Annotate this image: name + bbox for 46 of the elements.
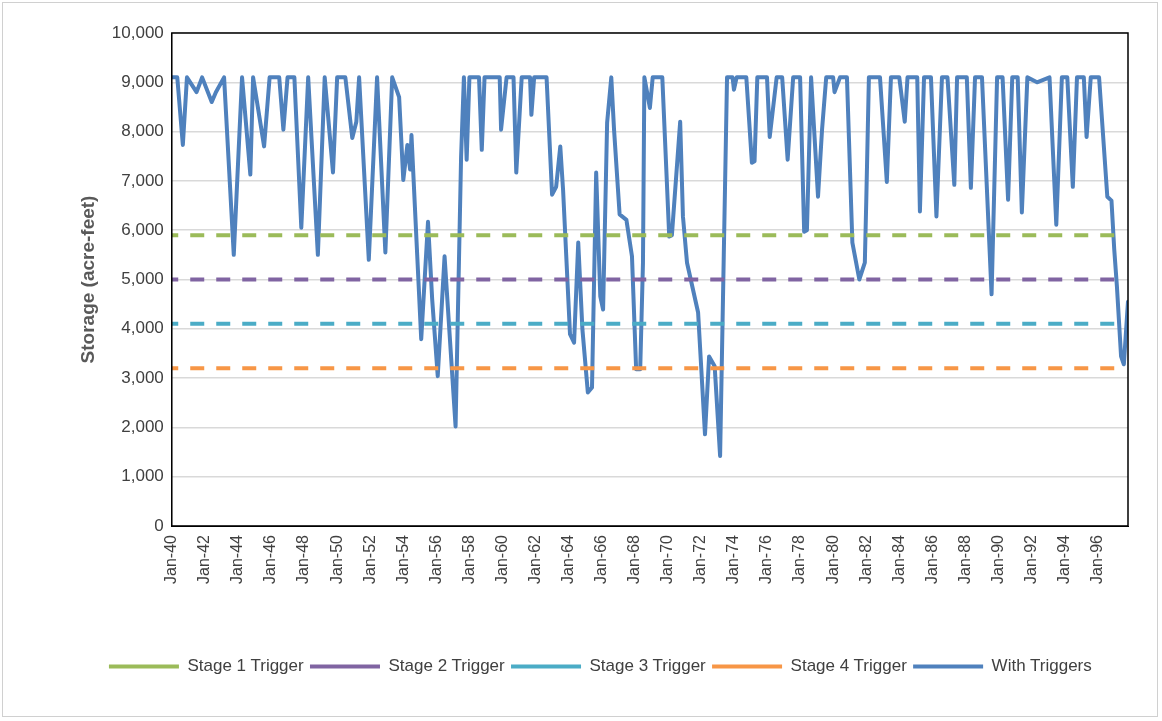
x-tick-label: Jan-40 — [162, 534, 180, 584]
x-tick-label: Jan-50 — [327, 534, 345, 584]
x-tick-label: Jan-42 — [195, 534, 213, 584]
x-tick-label: Jan-86 — [922, 534, 940, 584]
y-tick-label: 9,000 — [121, 71, 164, 91]
y-tick-label: 7,000 — [121, 170, 164, 190]
x-tick-label: Jan-78 — [790, 534, 808, 584]
y-tick-label: 6,000 — [121, 219, 164, 239]
x-tick-label: Jan-74 — [724, 534, 742, 584]
y-tick-label: 4,000 — [121, 318, 164, 338]
y-tick-label: 0 — [154, 515, 164, 535]
legend-label: Stage 1 Trigger — [187, 656, 305, 676]
x-tick-label: Jan-52 — [360, 534, 378, 584]
x-tick-label: Jan-46 — [261, 534, 279, 584]
x-tick-label: Jan-92 — [1021, 534, 1039, 584]
x-tick-label: Jan-58 — [459, 534, 477, 584]
x-tick-label: Jan-96 — [1088, 534, 1106, 584]
x-tick-label: Jan-90 — [988, 534, 1006, 584]
x-tick-label: Jan-76 — [757, 534, 775, 584]
x-tick-label: Jan-66 — [592, 534, 610, 584]
legend-label: With Triggers — [991, 656, 1092, 676]
legend-label: Stage 2 Trigger — [388, 656, 506, 676]
y-tick-label: 1,000 — [121, 466, 164, 486]
x-tick-label: Jan-54 — [393, 534, 411, 584]
x-tick-label: Jan-84 — [889, 534, 907, 584]
y-tick-label: 3,000 — [121, 367, 164, 387]
legend-label: Stage 3 Trigger — [589, 656, 707, 676]
x-tick-label: Jan-48 — [294, 534, 312, 584]
x-tick-label: Jan-88 — [955, 534, 973, 584]
y-tick-label: 8,000 — [121, 121, 164, 141]
x-tick-label: Jan-64 — [559, 534, 577, 584]
x-tick-label: Jan-94 — [1055, 534, 1073, 584]
y-tick-label: 5,000 — [121, 269, 164, 289]
x-tick-label: Jan-56 — [426, 534, 444, 584]
x-tick-label: Jan-70 — [658, 534, 676, 584]
legend-label: Stage 4 Trigger — [790, 656, 908, 676]
x-tick-label: Jan-44 — [228, 534, 246, 584]
x-tick-label: Jan-68 — [625, 534, 643, 584]
y-axis-title: Storage (acre-feet) — [76, 195, 98, 364]
x-tick-label: Jan-62 — [525, 534, 543, 584]
x-tick-label: Jan-72 — [691, 534, 709, 584]
x-tick-label: Jan-82 — [856, 534, 874, 584]
x-tick-label: Jan-60 — [492, 534, 510, 584]
y-tick-label: 2,000 — [121, 417, 164, 437]
x-tick-label: Jan-80 — [823, 534, 841, 584]
y-tick-label: 10,000 — [111, 22, 164, 42]
